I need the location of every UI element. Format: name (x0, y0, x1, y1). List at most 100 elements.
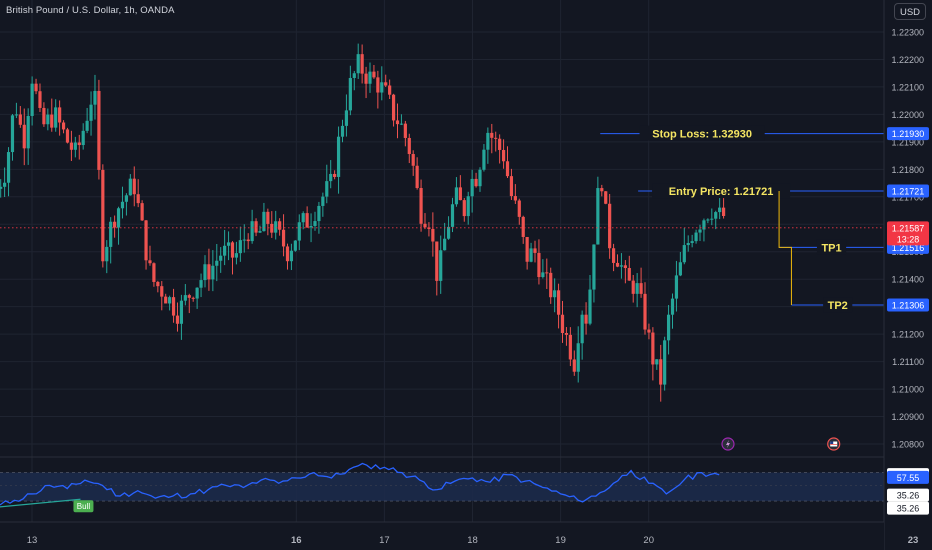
rsi-band (0, 472, 884, 502)
stop-loss-level[interactable]: Stop Loss: 1.32930 (600, 125, 884, 141)
candle (615, 254, 620, 268)
flag-event-icon[interactable] (827, 437, 841, 451)
candle (537, 239, 541, 285)
time-tick-label: 19 (555, 535, 566, 546)
candle (364, 66, 368, 99)
candle (443, 222, 447, 251)
candle (403, 120, 407, 147)
candle (431, 212, 435, 257)
candle (639, 267, 643, 298)
candle (171, 288, 176, 323)
candle (203, 255, 207, 288)
candle (183, 284, 187, 306)
price-tick-label: 1.20900 (891, 412, 924, 422)
candle (148, 245, 152, 266)
candle (65, 127, 70, 144)
candle (482, 144, 486, 172)
candle (588, 275, 592, 326)
candle (714, 210, 718, 230)
candle (710, 208, 714, 226)
candle (423, 213, 427, 230)
candle (678, 251, 682, 277)
candle (329, 160, 333, 189)
candle (576, 326, 580, 383)
candle (136, 179, 140, 208)
candle (344, 94, 349, 137)
candle (195, 287, 199, 309)
candle (58, 100, 62, 136)
price-tick-label: 1.21900 (891, 137, 924, 147)
candle (454, 177, 459, 207)
time-tick-label: 13 (27, 535, 38, 546)
candle (505, 146, 510, 178)
candle (690, 234, 694, 248)
candle (38, 83, 42, 112)
candle (77, 134, 81, 160)
rsi-lower-label: 35.26 (897, 491, 920, 501)
stop-loss-label: Stop Loss: 1.32930 (652, 129, 752, 141)
candle (0, 179, 3, 198)
candle (407, 133, 411, 164)
candle (498, 134, 502, 164)
candle (462, 197, 466, 222)
candle (490, 123, 494, 154)
candle (706, 218, 710, 224)
candle (435, 241, 439, 296)
candle (478, 167, 482, 192)
candle (97, 79, 101, 180)
candle (30, 76, 34, 126)
candle (234, 241, 239, 265)
candle (663, 336, 667, 391)
rsi-lower-second-tag (887, 501, 929, 515)
price-tick-label: 1.22100 (891, 82, 924, 92)
rsi-line (0, 462, 720, 506)
rsi-lower-tag (887, 488, 929, 502)
candle (81, 123, 85, 150)
candle (439, 235, 443, 294)
candle (22, 108, 26, 166)
candle (592, 244, 596, 303)
candle (631, 274, 635, 303)
candle (105, 240, 109, 274)
candle (223, 229, 227, 266)
candle (623, 260, 627, 284)
price-tick-label: 1.22000 (891, 110, 924, 120)
candle (458, 175, 462, 201)
candle (580, 310, 584, 360)
candle (281, 214, 286, 257)
candle (144, 220, 148, 270)
tp1-price-label: 1.21516 (892, 243, 925, 253)
time-axis[interactable]: 13161718192023242526 (0, 521, 932, 550)
time-tick-label: 20 (643, 535, 654, 546)
lightning-event-icon[interactable] (721, 437, 735, 451)
candle (270, 211, 274, 238)
candle (521, 215, 525, 244)
candle (391, 93, 396, 127)
candle (289, 243, 294, 271)
candle (659, 344, 663, 402)
candle (18, 106, 22, 128)
price-axis[interactable]: 1.22300 1.22200 1.22100 1.22000 1.21900 1.218… (883, 0, 932, 550)
candle (321, 192, 325, 217)
candle (34, 78, 38, 95)
candle (175, 302, 180, 332)
candle (517, 198, 521, 225)
tp1-level[interactable]: TP1 (779, 239, 884, 255)
candle (219, 247, 223, 273)
candle (128, 174, 132, 196)
currency-button[interactable]: USD (894, 3, 926, 20)
price-tick-label: 1.21800 (891, 165, 924, 175)
candle (494, 131, 498, 152)
tp2-level[interactable]: TP2 (791, 297, 884, 313)
entry-price-level[interactable]: Entry Price: 1.21721 (638, 183, 884, 199)
candle (297, 214, 301, 251)
candle (164, 293, 168, 304)
candle (274, 210, 278, 240)
candle (643, 282, 647, 335)
entry-price-price-tag (887, 184, 929, 198)
candle (179, 294, 184, 340)
entry-price-label: Entry Price: 1.21721 (669, 186, 774, 198)
symbol-title: British Pound / U.S. Dollar, 1h, OANDA (6, 5, 175, 16)
